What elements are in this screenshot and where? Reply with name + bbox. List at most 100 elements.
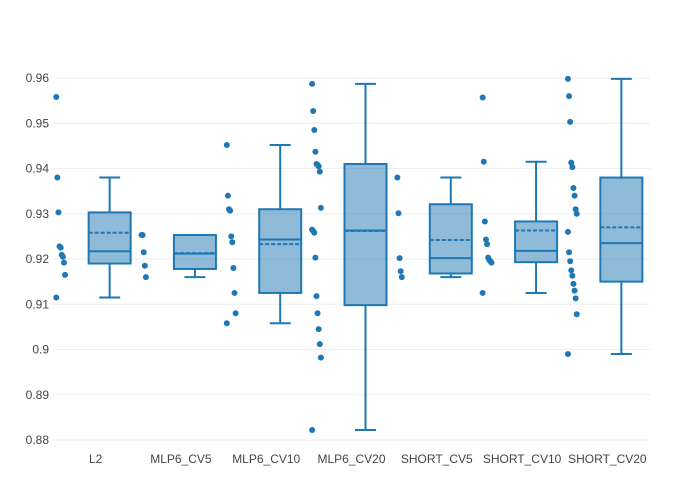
y-axis-tick-labels: 0.88 0.89 0.9 0.91 0.92 0.93 0.94 0.95 0.96 [26,71,50,447]
x-tick-label: SHORT_CV10 [483,452,562,466]
data-point [479,94,486,101]
data-point [315,326,322,333]
y-tick-label: 0.91 [26,297,50,311]
box-iqr [172,234,217,270]
data-point [223,320,230,327]
data-point [60,259,67,266]
data-point [311,127,318,134]
data-point [140,249,147,256]
y-tick-label: 0.94 [26,162,50,176]
data-point [227,207,234,214]
data-point [568,267,575,274]
data-point [224,192,231,199]
box-group [394,174,473,281]
data-point [396,255,403,262]
x-tick-label: MLP6_CV10 [232,452,300,466]
box-iqr [428,203,473,275]
data-point [394,174,401,181]
data-point [230,265,237,272]
y-tick-label: 0.9 [32,343,49,357]
data-point [566,249,573,256]
data-point [59,253,66,260]
data-point [484,241,491,248]
data-point [395,210,402,217]
data-point [309,80,316,87]
data-point [312,148,319,155]
data-point [310,108,317,115]
data-point [398,274,405,281]
data-point [569,164,576,171]
data-point [564,228,571,235]
data-point [311,229,318,236]
box-iqr [343,162,388,307]
data-point [567,258,574,265]
data-point [479,289,486,296]
box-layer [53,75,644,434]
data-point [316,341,323,348]
data-point [572,206,579,213]
data-point [62,271,69,278]
box-group [223,141,303,327]
x-tick-label: SHORT_CV5 [401,452,473,466]
data-point [228,233,235,240]
data-point [572,295,579,302]
box-iqr [258,208,303,294]
data-point [567,118,574,125]
y-tick-label: 0.96 [26,71,50,85]
data-point [571,287,578,294]
data-point [53,94,60,101]
data-point [55,209,62,216]
x-tick-label: L2 [89,452,103,466]
y-tick-label: 0.92 [26,252,50,266]
box-group [309,80,388,434]
data-point [573,311,580,318]
data-point [317,204,324,211]
data-point [569,272,576,279]
box-group [564,75,644,358]
data-point [139,232,146,239]
data-point [573,210,580,217]
data-point [571,192,578,199]
box-iqr [599,176,644,283]
x-axis-tick-labels: L2 MLP6_CV5 MLP6_CV10 MLP6_CV20 SHORT_CV5 SHO… [89,452,647,466]
y-tick-label: 0.93 [26,207,50,221]
data-point [232,310,239,317]
data-point [317,354,324,361]
data-point [570,280,577,287]
data-point [481,218,488,225]
x-tick-label: MLP6_CV5 [150,452,212,466]
data-point [309,427,316,434]
data-point [314,310,321,317]
x-tick-label: MLP6_CV20 [317,452,385,466]
data-point [54,174,61,181]
y-tick-label: 0.89 [26,388,50,402]
data-point [142,274,149,281]
data-point [53,294,60,301]
data-point [397,268,404,275]
y-tick-label: 0.88 [26,433,50,447]
box-iqr [87,211,132,265]
data-point [480,158,487,165]
box-group [53,94,132,301]
box-group [138,232,217,281]
data-point [570,184,577,191]
data-point [564,75,571,82]
data-point [229,239,236,246]
x-tick-label: SHORT_CV20 [568,452,647,466]
box-group [479,94,559,296]
data-point [312,254,319,261]
data-point [482,236,489,243]
y-tick-label: 0.95 [26,116,50,130]
box-iqr [514,220,559,264]
data-point [313,293,320,300]
data-point [568,159,575,166]
data-point [141,262,148,269]
data-point [315,163,322,170]
data-point [564,351,571,358]
data-point [488,259,495,266]
data-point [57,244,64,251]
data-point [566,93,573,100]
data-point [223,141,230,148]
